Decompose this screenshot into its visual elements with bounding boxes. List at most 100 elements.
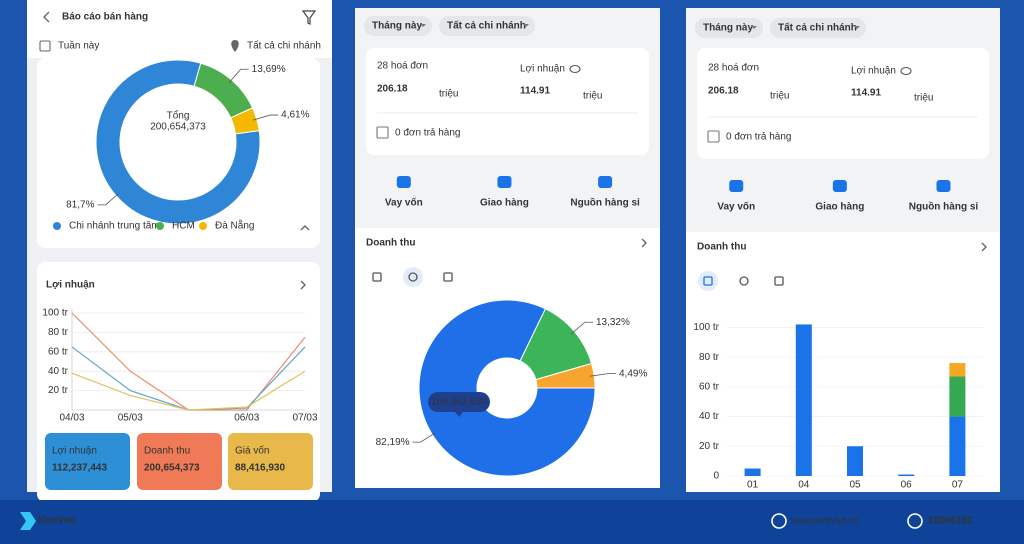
y-tick-label: 40 tr bbox=[699, 411, 720, 422]
filter-icon[interactable] bbox=[301, 10, 317, 25]
pie-slice bbox=[535, 362, 596, 389]
tooltip-label: 169,462,630 bbox=[431, 397, 487, 408]
section-title: Doanh thu bbox=[697, 242, 746, 253]
x-tick-label: 05 bbox=[849, 480, 861, 491]
value-label: 13,69% bbox=[252, 64, 286, 75]
summary-label: Lợi nhuận bbox=[52, 446, 97, 457]
section bbox=[686, 232, 1000, 492]
x-tick-label: 04/03 bbox=[59, 413, 84, 424]
action-icon[interactable] bbox=[598, 176, 613, 188]
summary-card bbox=[45, 433, 130, 490]
location-icon bbox=[231, 40, 239, 52]
bar bbox=[949, 416, 966, 476]
revenue: 206.18 bbox=[377, 84, 408, 95]
caret bbox=[854, 26, 860, 29]
y-tick-label: 40 tr bbox=[48, 366, 69, 377]
x-tick-label: 06/03 bbox=[234, 413, 259, 424]
x-tick-label: 05/03 bbox=[118, 413, 143, 424]
globe-icon bbox=[771, 513, 787, 529]
bar bbox=[744, 468, 761, 476]
y-tick-label: 20 tr bbox=[48, 385, 69, 396]
eye-icon[interactable] bbox=[900, 66, 912, 76]
eye-icon[interactable] bbox=[569, 64, 581, 74]
pie-slice bbox=[95, 59, 261, 225]
chart-toggle[interactable] bbox=[372, 272, 382, 282]
profit: 114.91 bbox=[851, 88, 881, 99]
action-label: Nguồn hàng sỉ bbox=[909, 201, 979, 213]
chip-label: Tháng này bbox=[372, 21, 422, 32]
section-title: Lợi nhuận bbox=[46, 280, 95, 291]
card bbox=[697, 48, 989, 159]
action-icon[interactable] bbox=[936, 180, 951, 192]
chart-toggle[interactable] bbox=[774, 276, 784, 286]
action-icon[interactable] bbox=[729, 180, 744, 192]
profit-label: Lợi nhuận bbox=[520, 64, 565, 75]
y-tick-label: 80 tr bbox=[48, 327, 69, 338]
chart-toggle[interactable] bbox=[739, 276, 749, 286]
y-tick-label: 60 tr bbox=[699, 381, 720, 392]
calendar-icon bbox=[39, 40, 51, 52]
chart-toggle[interactable] bbox=[703, 276, 713, 286]
pie-slice bbox=[418, 299, 596, 477]
summary-value: 112,237,443 bbox=[52, 463, 107, 474]
action-label: Giao hàng bbox=[480, 198, 529, 209]
summary-card bbox=[137, 433, 222, 490]
tooltip-pointer bbox=[455, 412, 463, 417]
summary-label: Giá vốn bbox=[235, 445, 269, 457]
website: www.kiotviet.vn bbox=[790, 516, 859, 527]
leader-line bbox=[590, 373, 616, 377]
profit-label: Lợi nhuận bbox=[851, 66, 896, 77]
brand-logo bbox=[20, 512, 36, 530]
chip[interactable] bbox=[695, 18, 763, 38]
collapse-button bbox=[300, 225, 310, 231]
phone-icon bbox=[907, 513, 923, 529]
chart-toggle[interactable] bbox=[443, 272, 453, 282]
chart-toggle[interactable] bbox=[408, 272, 418, 282]
leader-line bbox=[228, 68, 249, 84]
returns: 0 đơn trả hàng bbox=[726, 132, 792, 143]
invoices: 28 hoá đơn bbox=[708, 63, 759, 74]
action-icon[interactable] bbox=[832, 180, 847, 192]
section-title: Doanh thu bbox=[366, 238, 415, 249]
chip[interactable] bbox=[770, 18, 866, 38]
leader-line bbox=[97, 192, 120, 206]
leader-line bbox=[412, 432, 437, 443]
box-icon bbox=[707, 130, 720, 143]
chip-label: Tất cả chi nhánh bbox=[778, 22, 857, 34]
value-label: 82,19% bbox=[376, 437, 410, 448]
summary-card bbox=[228, 433, 313, 490]
chip[interactable] bbox=[364, 16, 432, 36]
x-tick-label: 04 bbox=[798, 480, 810, 491]
revenue-unit: triệu bbox=[770, 91, 789, 102]
chart-toggle-active bbox=[698, 271, 718, 291]
value-label: 13,32% bbox=[596, 317, 630, 328]
card bbox=[366, 48, 649, 155]
summary-value: 200,654,373 bbox=[144, 463, 200, 474]
profit-unit: triệu bbox=[914, 93, 933, 104]
summary-label: Doanh thu bbox=[144, 446, 190, 457]
summary-value: 88,416,930 bbox=[235, 463, 285, 474]
chip[interactable] bbox=[439, 16, 535, 36]
value-label: 4,61% bbox=[281, 110, 309, 121]
profit-unit: triệu bbox=[583, 91, 602, 102]
action-label: Vay vốn bbox=[385, 197, 423, 209]
caret bbox=[420, 24, 426, 27]
legend-dot bbox=[53, 222, 61, 230]
box-icon bbox=[376, 126, 389, 139]
returns: 0 đơn trả hàng bbox=[395, 128, 461, 139]
y-tick-label: 100 tr bbox=[42, 308, 68, 319]
tooltip bbox=[428, 392, 490, 412]
action-icon[interactable] bbox=[396, 176, 411, 188]
x-tick-label: 01 bbox=[747, 480, 759, 491]
legend-dot bbox=[156, 222, 164, 230]
action-icon[interactable] bbox=[497, 176, 512, 188]
center-label: Tổng bbox=[167, 110, 190, 122]
more-button bbox=[300, 280, 306, 290]
phone: 18006162 bbox=[928, 516, 973, 527]
legend-label: HCM bbox=[172, 221, 195, 232]
value-label: 4,49% bbox=[619, 368, 647, 379]
leader-line bbox=[252, 114, 279, 121]
branch: Tất cả chi nhánh bbox=[247, 40, 321, 52]
brand-name: KiotViet bbox=[38, 516, 76, 527]
